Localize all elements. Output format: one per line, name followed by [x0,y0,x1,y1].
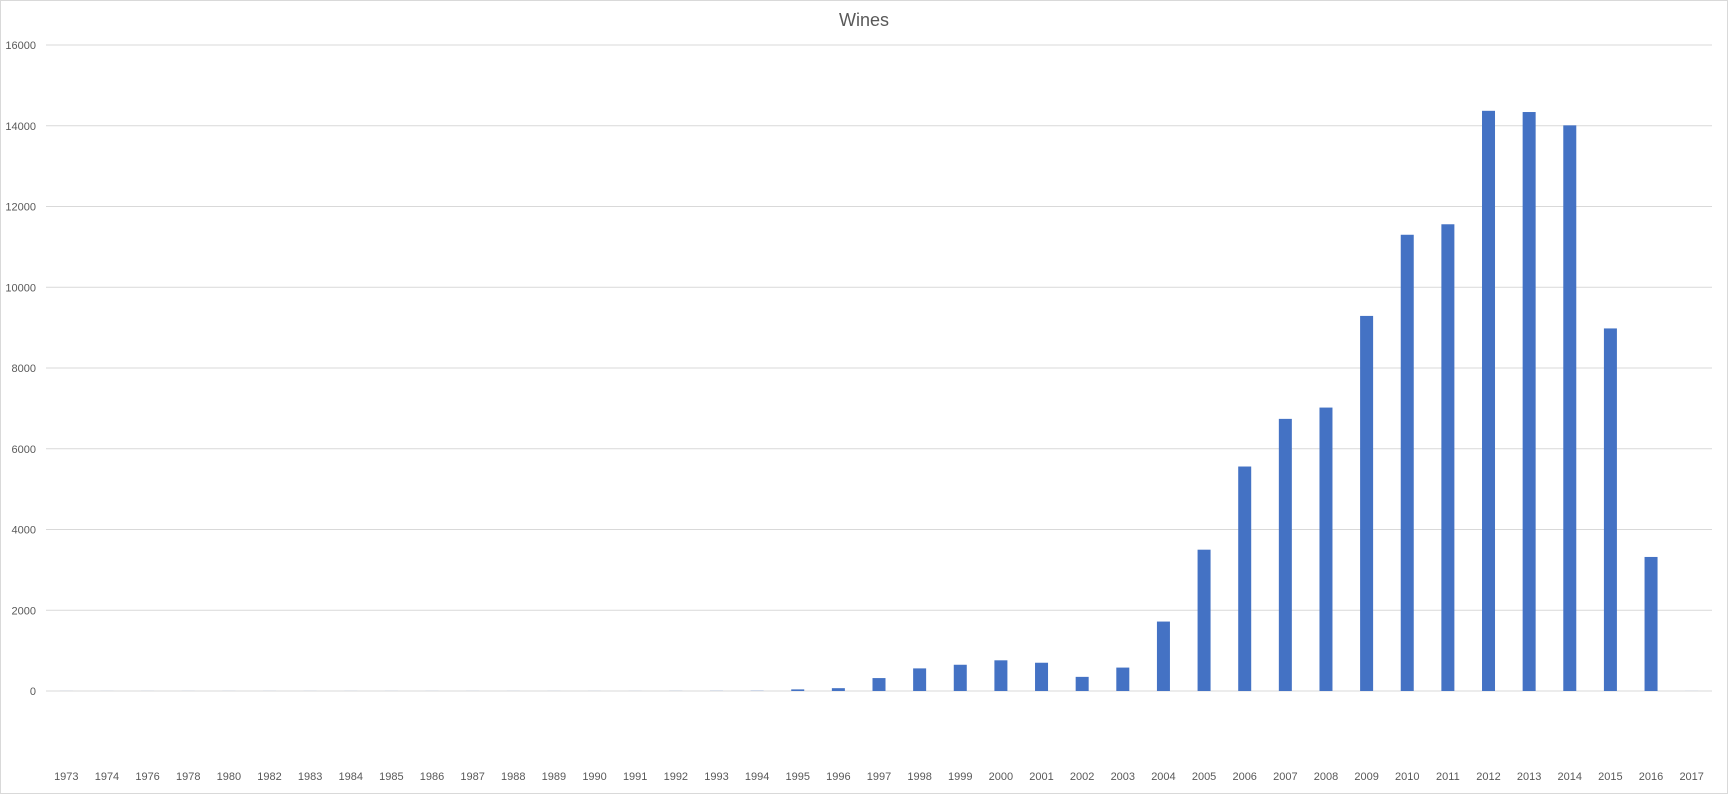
y-tick-label: 16000 [5,40,36,52]
bar-2000 [994,660,1008,691]
bar-2012 [1482,110,1496,691]
x-tick-label: 2016 [1639,771,1663,783]
x-tick-label: 1986 [420,771,444,783]
x-tick-label: 1980 [217,771,241,783]
bar-1996 [831,688,845,691]
y-tick-label: 0 [30,686,36,698]
x-tick-label: 1988 [501,771,525,783]
x-tick-label: 2011 [1436,771,1460,783]
bar-2003 [1116,667,1130,691]
x-tick-label: 2007 [1273,771,1297,783]
x-tick-label: 1994 [745,771,769,783]
y-tick-label: 12000 [5,202,36,214]
x-tick-label: 1999 [948,771,972,783]
x-tick-label: 2002 [1070,771,1094,783]
bar-2011 [1441,224,1455,691]
y-tick-label: 10000 [5,282,36,294]
bar-2007 [1278,418,1292,691]
x-tick-label: 1984 [339,771,363,783]
bar-2009 [1360,315,1374,691]
x-tick-label: 1973 [54,771,78,783]
x-tick-label: 2015 [1598,771,1622,783]
x-tick-label: 1990 [582,771,606,783]
x-tick-label: 2010 [1395,771,1419,783]
x-tick-label: 2003 [1111,771,1135,783]
y-tick-label: 8000 [12,363,36,375]
x-tick-label: 1985 [379,771,403,783]
bar-2013 [1522,112,1536,691]
x-tick-label: 1989 [542,771,566,783]
x-tick-label: 1976 [135,771,159,783]
x-tick-label: 2005 [1192,771,1216,783]
x-tick-label: 2013 [1517,771,1541,783]
y-tick-label: 14000 [5,121,36,133]
x-tick-label: 1995 [785,771,809,783]
bar-2016 [1644,556,1658,691]
x-tick-label: 1983 [298,771,322,783]
y-tick-label: 2000 [12,605,36,617]
y-tick-label: 6000 [12,444,36,456]
x-tick-label: 2014 [1558,771,1582,783]
y-tick-label: 4000 [12,525,36,537]
x-tick-label: 1978 [176,771,200,783]
bar-2004 [1156,621,1170,691]
x-tick-label: 1974 [95,771,119,783]
x-tick-label: 1992 [664,771,688,783]
x-tick-label: 2008 [1314,771,1338,783]
bar-2001 [1035,662,1049,691]
bar-1999 [953,664,967,691]
bar-1998 [913,668,927,691]
x-tick-label: 2017 [1679,771,1703,783]
x-tick-label: 2000 [989,771,1013,783]
bar-2014 [1563,125,1577,691]
bar-2006 [1238,466,1252,691]
x-tick-label: 1996 [826,771,850,783]
x-tick-label: 1987 [460,771,484,783]
x-tick-label: 1991 [623,771,647,783]
bar-2008 [1319,407,1333,691]
x-tick-label: 1998 [907,771,931,783]
x-tick-label: 1997 [867,771,891,783]
x-tick-label: 2009 [1354,771,1378,783]
x-tick-label: 2006 [1232,771,1256,783]
x-tick-label: 2004 [1151,771,1175,783]
bar-1995 [791,689,805,691]
bar-2015 [1603,328,1617,691]
chart-title: Wines [838,10,889,30]
x-tick-label: 1982 [257,771,281,783]
x-tick-label: 1993 [704,771,728,783]
bar-2010 [1400,234,1414,691]
bar-2005 [1197,549,1211,691]
bar-1997 [872,678,886,691]
x-tick-label: 2012 [1476,771,1500,783]
bar-2002 [1075,676,1089,691]
x-tick-label: 2001 [1029,771,1053,783]
